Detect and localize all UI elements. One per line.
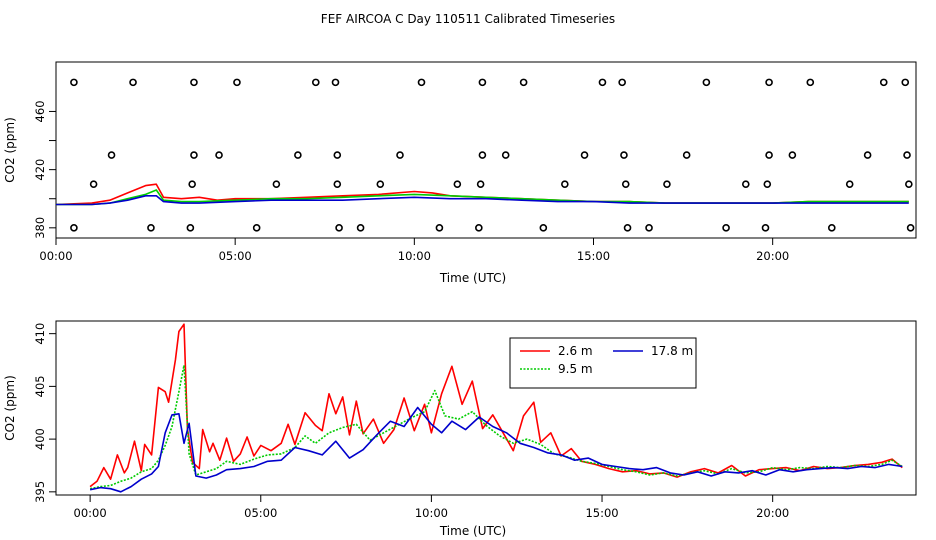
top-scatter-point — [475, 224, 483, 232]
top-scatter-point — [761, 224, 770, 232]
top-scatter-point — [845, 180, 854, 188]
bottom-x-tick-label: 15:00 — [585, 506, 618, 520]
top-scatter-point — [741, 180, 750, 188]
bottom-y-axis-label: CO2 (ppm) — [3, 375, 17, 441]
top-scatter-point — [396, 151, 404, 159]
top-scatter-point — [879, 78, 888, 87]
top-scatter-point — [435, 224, 444, 232]
top-scatter-point — [663, 180, 671, 188]
top-y-tick-label: 460 — [33, 100, 47, 122]
top-scatter-point — [233, 78, 241, 87]
top-scatter-point — [905, 180, 913, 188]
top-scatter-point — [107, 151, 116, 159]
bottom-y-tick-label: 410 — [33, 323, 47, 345]
top-scatter-point — [186, 224, 195, 232]
bottom-x-tick-label: 05:00 — [244, 506, 277, 520]
top-scatter-point — [623, 224, 632, 232]
top-x-tick-label: 15:00 — [577, 249, 610, 263]
top-scatter-point — [252, 224, 261, 232]
top-scatter-point — [453, 180, 462, 188]
legend-label-9-5-m: 9.5 m — [558, 362, 593, 376]
bottom-series-line-9-5-m — [89, 364, 903, 490]
top-scatter-point — [682, 151, 691, 159]
top-scatter-point — [333, 151, 342, 159]
top-scatter-point — [618, 78, 626, 87]
top-scatter-point — [129, 78, 137, 87]
top-scatter-point — [722, 224, 730, 232]
top-scatter-point — [519, 78, 528, 87]
top-scatter-point — [70, 78, 78, 87]
top-x-tick-label: 00:00 — [39, 249, 72, 263]
top-y-axis-label: CO2 (ppm) — [3, 117, 17, 183]
top-x-tick-label: 10:00 — [398, 249, 431, 263]
top-plot-frame — [55, 61, 917, 239]
top-scatter-point — [89, 180, 98, 188]
top-scatter-point — [272, 180, 281, 188]
top-scatter-point — [621, 180, 630, 188]
top-scatter-point — [478, 78, 487, 87]
top-scatter-point — [906, 224, 915, 232]
top-scatter-point — [190, 151, 198, 159]
top-scatter-point — [501, 151, 510, 159]
bottom-x-tick-label: 10:00 — [415, 506, 448, 520]
bottom-x-tick-label: 20:00 — [756, 506, 789, 520]
top-scatter-point — [903, 151, 911, 159]
top-scatter-point — [294, 151, 302, 159]
bottom-panel: 00:00 05:00 10:00 15:00 20:00 395 400 405 410 Tim… — [3, 320, 917, 538]
legend-box — [509, 337, 697, 389]
top-scatter-point — [356, 224, 365, 232]
top-scatter-point — [806, 78, 815, 87]
top-scatter-point — [765, 78, 773, 87]
top-scatter-point — [215, 151, 223, 159]
top-scatter-point — [539, 224, 548, 232]
top-scatter-point — [580, 151, 589, 159]
top-scatter-point — [863, 151, 872, 159]
top-scatter-point — [331, 78, 340, 87]
bottom-y-tick-label: 400 — [33, 428, 47, 450]
top-scatter-point — [561, 180, 569, 188]
bottom-y-tick-label: 405 — [33, 375, 47, 397]
top-scatter-point — [335, 224, 343, 232]
top-scatter-point — [765, 151, 773, 159]
top-y-tick-label: 380 — [33, 217, 47, 239]
top-scatter-point — [702, 78, 711, 87]
top-scatter-point — [190, 78, 198, 87]
top-scatter-point — [598, 78, 607, 87]
top-scatter-point — [147, 224, 155, 232]
top-scatter-point — [788, 151, 797, 159]
top-scatter-point — [188, 180, 196, 188]
top-x-tick-label: 20:00 — [756, 249, 789, 263]
page-title: FEF AIRCOA C Day 110511 Calibrated Times… — [321, 12, 615, 26]
top-scatter-point — [70, 224, 78, 232]
top-scatter-point — [376, 180, 385, 188]
bottom-series-line-17-8-m — [89, 406, 903, 493]
top-scatter-point — [478, 151, 487, 159]
bottom-y-tick-label: 395 — [33, 481, 47, 503]
top-y-tick-label: 420 — [33, 159, 47, 181]
top-scatter-point — [417, 78, 426, 87]
top-scatter-point — [901, 78, 910, 87]
top-scatter-point — [311, 78, 320, 87]
top-series-line-17-8-m — [56, 195, 909, 206]
top-x-axis-label: Time (UTC) — [439, 271, 506, 285]
top-panel: 00:00 05:00 10:00 15:00 20:00 380 420 460 Time (… — [3, 61, 917, 285]
top-scatter-point — [827, 224, 836, 232]
top-scatter-point — [476, 180, 485, 188]
top-x-tick-label: 05:00 — [219, 249, 252, 263]
bottom-x-axis-label: Time (UTC) — [439, 524, 506, 538]
top-scatter-point — [620, 151, 628, 159]
legend-label-17-8-m: 17.8 m — [651, 344, 693, 358]
bottom-series-line-2-6-m — [89, 323, 903, 488]
top-scatter-point — [645, 224, 653, 232]
bottom-x-tick-label: 00:00 — [74, 506, 107, 520]
top-scatter-point — [333, 180, 342, 188]
legend-label-2-6-m: 2.6 m — [558, 344, 593, 358]
top-scatter-point — [763, 180, 772, 188]
